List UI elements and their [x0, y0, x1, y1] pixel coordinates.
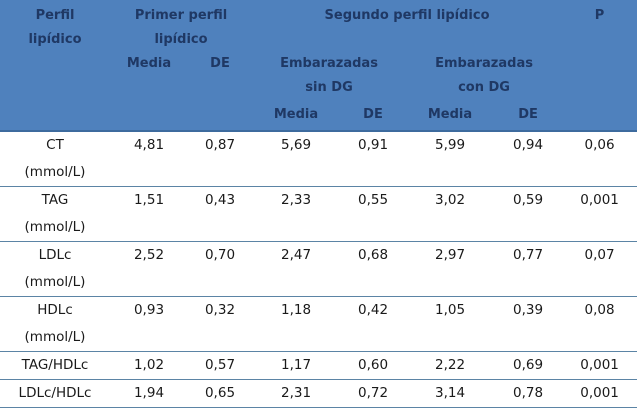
- cell-value: 0,06: [584, 137, 615, 153]
- cell-value: 1,51: [133, 192, 165, 208]
- header-label: DE: [363, 107, 383, 122]
- row-name: LDLc: [38, 247, 72, 263]
- cell-value: 2,97: [434, 247, 466, 263]
- cell-value: 0,68: [357, 247, 389, 263]
- row-label: TAG (mmol/L): [0, 187, 110, 242]
- header-label: Embarazadas: [280, 56, 378, 71]
- table-row-tag-hdlc: TAG/HDLc 1,02 0,57 1,17 0,60 2,22 0,69 0…: [0, 352, 637, 380]
- header-cell-primer-perfil: Primer perfil lipídico: [110, 0, 253, 52]
- cell-value: 0,001: [580, 385, 619, 401]
- header-cell-perfil-lipidico: Perfil lipídico: [0, 0, 110, 131]
- row-unit: (mmol/L): [24, 329, 86, 345]
- cell-value: 0,001: [580, 192, 619, 208]
- row-name: CT: [46, 137, 64, 153]
- cell-value: 0,70: [204, 247, 236, 263]
- cell-value: 3,02: [434, 192, 466, 208]
- header-label: Media: [427, 107, 473, 122]
- cell-value: 1,18: [280, 302, 312, 318]
- header-label: Media: [126, 56, 172, 71]
- table-row-hdlc: HDLc (mmol/L) 0,93 0,32 1,18 0,42 1,05 0…: [0, 297, 637, 352]
- row-label: LDLc (mmol/L): [0, 242, 110, 297]
- header-cell-sin-media: Media: [252, 100, 341, 131]
- cell-value: 0,87: [204, 137, 236, 153]
- cell-value: 5,99: [434, 137, 466, 153]
- row-name: HDLc: [37, 302, 73, 318]
- table-header: Perfil lipídico Primer perfil lipídico S…: [0, 0, 637, 131]
- cell-value: 0,94: [513, 137, 544, 153]
- header-cell-embarazadas-con-dg: Embarazadas con DG: [406, 52, 563, 100]
- header-label: DE: [210, 56, 230, 71]
- cell-value: 2,31: [280, 385, 312, 401]
- header-label: Segundo perfil lipídico: [324, 8, 490, 23]
- header-label: Embarazadas: [435, 56, 533, 71]
- row-label: CT (mmol/L): [0, 131, 110, 187]
- header-label: DE: [518, 107, 538, 122]
- row-label: LDLc/HDLc: [0, 380, 110, 408]
- row-unit: (mmol/L): [24, 164, 86, 180]
- cell-value: 0,32: [204, 302, 236, 318]
- table-body: CT (mmol/L) 4,81 0,87 5,69 0,91 5,99 0,9…: [0, 131, 637, 408]
- cell-value: 3,14: [434, 385, 466, 401]
- cell-value: 0,78: [513, 385, 544, 401]
- header-cell-con-media: Media: [406, 100, 495, 131]
- cell-value: 0,57: [204, 357, 236, 373]
- table-row-tag: TAG (mmol/L) 1,51 0,43 2,33 0,55 3,02 0,…: [0, 187, 637, 242]
- cell-value: 1,02: [133, 357, 165, 373]
- cell-value: 2,47: [280, 247, 312, 263]
- header-cell-sin-de: DE: [340, 100, 407, 131]
- row-label: HDLc (mmol/L): [0, 297, 110, 352]
- row-name: TAG/HDLc: [21, 357, 89, 373]
- cell-value: 1,94: [133, 385, 165, 401]
- cell-value: 0,001: [580, 357, 619, 373]
- cell-value: 0,08: [584, 302, 615, 318]
- table-row-ct: CT (mmol/L) 4,81 0,87 5,69 0,91 5,99 0,9…: [0, 131, 637, 187]
- header-label: lipídico: [154, 32, 208, 47]
- cell-value: 0,59: [513, 192, 544, 208]
- row-name: LDLc/HDLc: [18, 385, 92, 401]
- cell-value: 0,69: [513, 357, 544, 373]
- header-label: lipídico: [28, 32, 82, 47]
- header-cell-primer-media: Media: [110, 52, 188, 131]
- cell-value: 0,72: [357, 385, 389, 401]
- cell-value: 0,60: [357, 357, 389, 373]
- cell-value: 1,05: [434, 302, 466, 318]
- header-label: Perfil: [35, 8, 75, 23]
- cell-value: 4,81: [133, 137, 165, 153]
- cell-value: 0,55: [357, 192, 389, 208]
- row-unit: (mmol/L): [24, 219, 86, 235]
- cell-value: 0,39: [513, 302, 544, 318]
- table-row-ldlc: LDLc (mmol/L) 2,52 0,70 2,47 0,68 2,97 0…: [0, 242, 637, 297]
- cell-value: 0,93: [133, 302, 165, 318]
- header-cell-primer-de: DE: [188, 52, 253, 131]
- cell-value: 2,33: [280, 192, 312, 208]
- cell-value: 0,91: [357, 137, 389, 153]
- header-cell-embarazadas-sin-dg: Embarazadas sin DG: [252, 52, 407, 100]
- header-cell-p: P: [562, 0, 637, 131]
- cell-value: 0,43: [204, 192, 236, 208]
- table-row-ldlc-hdlc: LDLc/HDLc 1,94 0,65 2,31 0,72 3,14 0,78 …: [0, 380, 637, 408]
- row-name: TAG: [41, 192, 69, 208]
- header-label: con DG: [458, 80, 510, 95]
- row-label: TAG/HDLc: [0, 352, 110, 380]
- row-unit: (mmol/L): [24, 274, 86, 290]
- header-label: Primer perfil: [134, 8, 228, 23]
- header-label: Media: [273, 107, 319, 122]
- cell-value: 0,77: [513, 247, 544, 263]
- cell-value: 0,42: [357, 302, 389, 318]
- cell-value: 0,07: [584, 247, 615, 263]
- cell-value: 0,65: [204, 385, 236, 401]
- cell-value: 2,22: [434, 357, 466, 373]
- header-label: P: [594, 8, 605, 23]
- cell-value: 1,17: [280, 357, 312, 373]
- cell-value: 5,69: [280, 137, 312, 153]
- header-cell-con-de: DE: [494, 100, 563, 131]
- cell-value: 2,52: [133, 247, 165, 263]
- header-label: sin DG: [305, 80, 353, 95]
- header-cell-segundo-perfil: Segundo perfil lipídico: [252, 0, 563, 52]
